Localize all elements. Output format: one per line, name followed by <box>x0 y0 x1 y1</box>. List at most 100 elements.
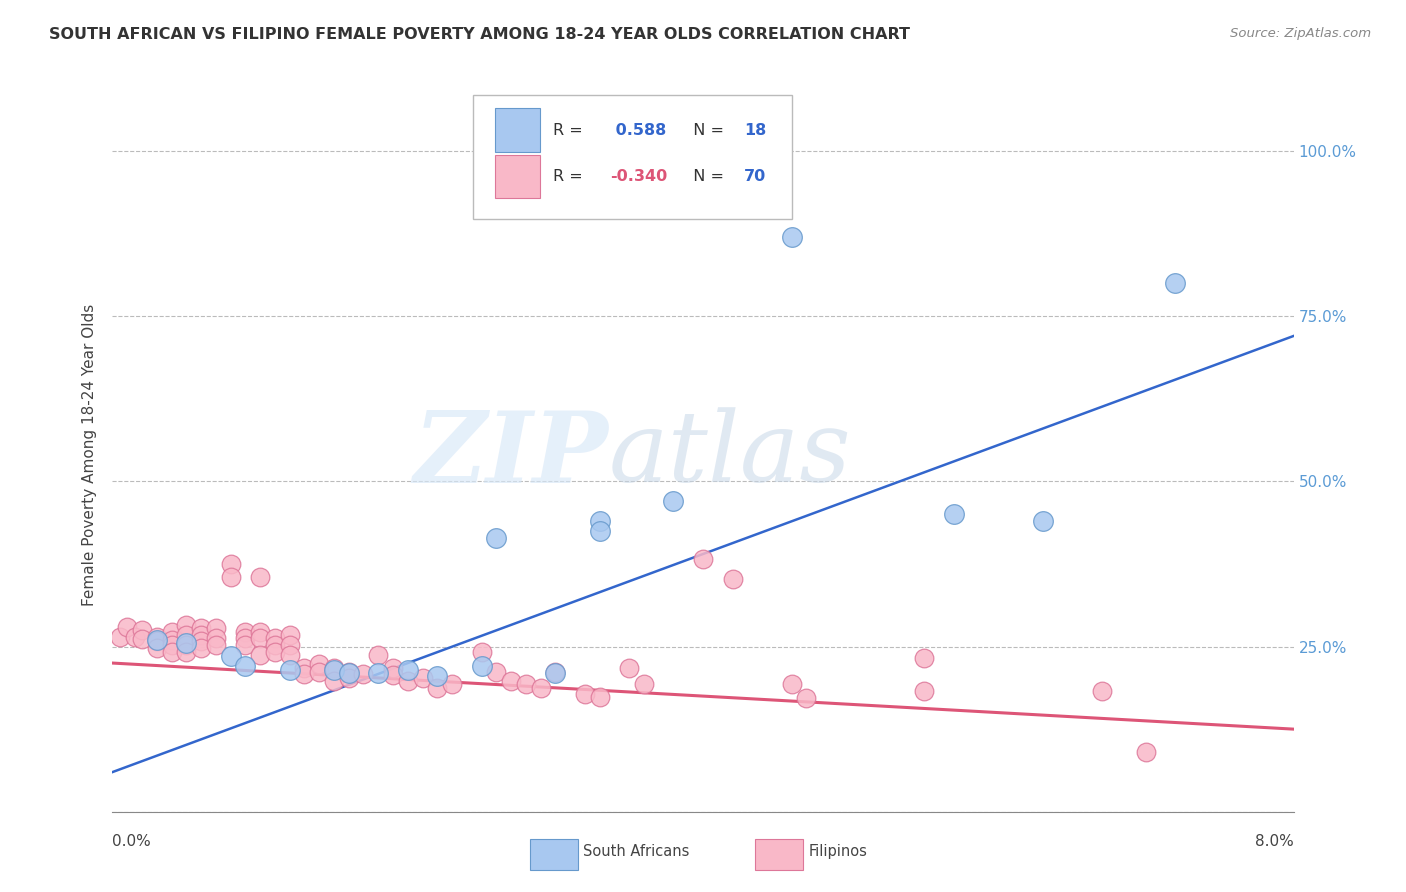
Point <box>205 621 228 635</box>
Point <box>160 632 183 647</box>
Point <box>501 673 523 688</box>
Point <box>914 651 936 665</box>
Text: Filipinos: Filipinos <box>808 845 868 859</box>
Point <box>441 677 464 691</box>
Text: SOUTH AFRICAN VS FILIPINO FEMALE POVERTY AMONG 18-24 YEAR OLDS CORRELATION CHART: SOUTH AFRICAN VS FILIPINO FEMALE POVERTY… <box>49 27 910 42</box>
Point <box>426 669 449 683</box>
Point <box>396 663 419 677</box>
Point <box>190 627 212 641</box>
Point <box>515 677 537 691</box>
Point <box>721 572 744 586</box>
Point <box>160 625 183 640</box>
Point <box>292 661 315 675</box>
Point <box>108 630 131 644</box>
Point <box>146 634 169 648</box>
Point <box>249 631 271 645</box>
Point <box>264 631 287 645</box>
Point <box>160 645 183 659</box>
Text: 0.588: 0.588 <box>610 123 666 137</box>
Point <box>382 668 405 682</box>
Point <box>396 673 419 688</box>
Point <box>323 661 346 675</box>
Point <box>1032 514 1054 528</box>
Point <box>146 632 169 647</box>
Text: R =: R = <box>553 123 588 137</box>
Point <box>124 630 146 644</box>
Y-axis label: Female Poverty Among 18-24 Year Olds: Female Poverty Among 18-24 Year Olds <box>82 304 97 606</box>
Point <box>337 665 360 679</box>
Text: ZIP: ZIP <box>413 407 609 503</box>
Point <box>323 673 346 688</box>
Point <box>574 687 596 701</box>
Point <box>174 627 197 641</box>
Point <box>780 230 803 244</box>
Text: 8.0%: 8.0% <box>1254 834 1294 849</box>
Point <box>780 677 803 691</box>
Point <box>190 621 212 635</box>
Point <box>190 640 212 655</box>
Point <box>174 645 197 659</box>
Text: South Africans: South Africans <box>583 845 690 859</box>
Text: -0.340: -0.340 <box>610 169 666 184</box>
Point <box>588 524 610 538</box>
Text: Source: ZipAtlas.com: Source: ZipAtlas.com <box>1230 27 1371 40</box>
Point <box>323 663 346 677</box>
Point <box>1091 684 1114 698</box>
Point <box>174 636 197 650</box>
Point <box>249 625 271 640</box>
Point <box>1135 745 1157 759</box>
Point <box>205 631 228 645</box>
Point <box>219 649 242 664</box>
Point <box>471 659 494 673</box>
Point <box>249 570 271 584</box>
Point <box>1164 276 1187 290</box>
Point <box>619 661 641 675</box>
Point <box>308 665 330 679</box>
Point <box>249 648 271 662</box>
Point <box>233 631 256 645</box>
Point <box>233 659 256 673</box>
FancyBboxPatch shape <box>495 109 540 152</box>
Point <box>633 677 655 691</box>
Point <box>264 645 287 659</box>
Point <box>914 684 936 698</box>
Point <box>278 648 301 662</box>
Point <box>662 494 685 508</box>
Point <box>588 690 610 705</box>
Point <box>471 645 494 659</box>
Point <box>796 691 818 706</box>
Point <box>544 665 567 679</box>
Point <box>337 671 360 685</box>
Point <box>264 638 287 652</box>
Point <box>174 618 197 632</box>
Point <box>692 552 714 566</box>
Point <box>174 638 197 652</box>
Point <box>117 620 138 634</box>
Point <box>190 634 212 648</box>
Point <box>367 665 389 680</box>
Text: 70: 70 <box>744 169 766 184</box>
Point <box>278 638 301 652</box>
Point <box>131 623 153 637</box>
Point <box>485 665 508 679</box>
Point <box>292 667 315 681</box>
Text: 0.0%: 0.0% <box>112 834 152 849</box>
Point <box>382 661 405 675</box>
Point <box>588 514 610 528</box>
Point <box>160 638 183 652</box>
Point <box>337 665 360 680</box>
Point <box>412 671 434 685</box>
Point <box>146 630 169 644</box>
Point <box>205 638 228 652</box>
Point <box>219 557 242 571</box>
Text: N =: N = <box>683 169 730 184</box>
Point <box>308 657 330 672</box>
Text: N =: N = <box>683 123 730 137</box>
Point <box>942 508 965 522</box>
Text: R =: R = <box>553 169 588 184</box>
Point <box>278 663 301 677</box>
Point <box>233 638 256 652</box>
Point <box>219 570 242 584</box>
Point <box>426 681 449 695</box>
FancyBboxPatch shape <box>495 155 540 198</box>
